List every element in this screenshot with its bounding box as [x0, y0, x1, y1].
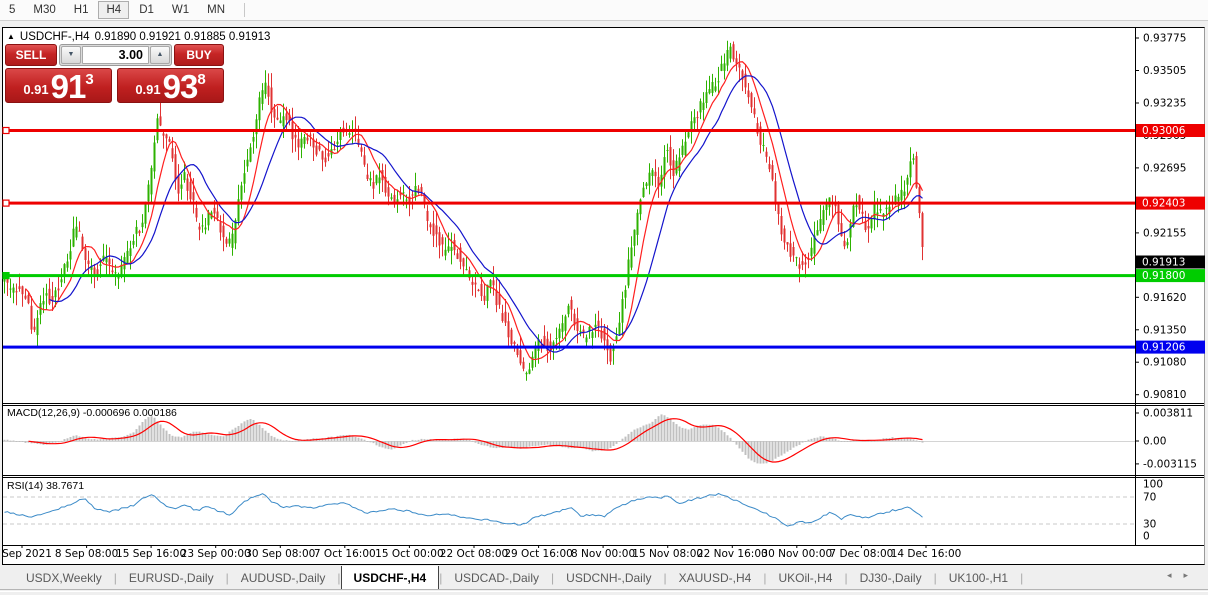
- buy-button[interactable]: BUY: [174, 44, 224, 66]
- timeframe-5[interactable]: 5: [9, 4, 16, 16]
- tab-separator: |: [663, 570, 667, 585]
- macd-name: MACD(12,26,9): [7, 407, 80, 419]
- macd-values: -0.000696 0.000186: [82, 407, 177, 419]
- volume-input[interactable]: [82, 46, 149, 64]
- timeframe-d1[interactable]: D1: [139, 4, 154, 16]
- tab-usdcnh-daily[interactable]: USDCNH-,Daily: [566, 570, 652, 585]
- tab-separator: |: [933, 570, 937, 585]
- sell-price-sup: 3: [85, 71, 94, 88]
- tab-eurusd-daily[interactable]: EURUSD-,Daily: [128, 570, 214, 585]
- tab-separator: |: [113, 570, 117, 585]
- status-strip: [0, 591, 1208, 595]
- tab-separator: |: [439, 570, 443, 585]
- tab-scroll-left-icon[interactable]: ◂: [1166, 570, 1184, 580]
- sell-price-box[interactable]: 0.91 91 3: [5, 68, 112, 103]
- rsi-value: 38.7671: [46, 480, 85, 492]
- tab-separator: |: [225, 570, 229, 585]
- buy-price-prefix: 0.91: [135, 82, 161, 97]
- timeframe-w1[interactable]: W1: [171, 4, 190, 16]
- tab-dj30-daily[interactable]: DJ30-,Daily: [859, 570, 922, 585]
- tab-uk100-h1[interactable]: UK100-,H1: [948, 570, 1009, 585]
- chart-tabs-bar: USDX,Weekly | EURUSD-,Daily | AUDUSD-,Daily |…: [0, 566, 1208, 590]
- rsi-indicator-label: RSI(14) 38.7671: [7, 480, 84, 492]
- tab-ukoil-h4[interactable]: UKOil-,H4: [778, 570, 833, 585]
- buy-price-box[interactable]: 0.91 93 8: [117, 68, 224, 103]
- buy-price-sup: 8: [197, 71, 206, 88]
- sell-button[interactable]: SELL: [5, 44, 57, 66]
- rsi-name: RSI(14): [7, 480, 44, 492]
- tab-usdx-weekly[interactable]: USDX,Weekly: [26, 570, 102, 585]
- toolbar-separator: [244, 3, 246, 17]
- chart-area[interactable]: [2, 27, 1205, 565]
- tab-separator: |: [551, 570, 555, 585]
- macd-indicator-label: MACD(12,26,9) -0.000696 0.000186: [7, 407, 177, 419]
- sell-price-big: 91: [50, 67, 87, 105]
- volume-increase-icon[interactable]: ▲: [150, 46, 170, 64]
- tab-separator: |: [763, 570, 767, 585]
- chart-title: ▲ USDCHF-,H4 0.91890 0.91921 0.91885 0.9…: [7, 31, 270, 43]
- chart-ohlc-values: 0.91890 0.91921 0.91885 0.91913: [94, 31, 271, 43]
- one-click-trade-panel: SELL ▼ ▲ BUY 0.91 91 3 0.91 93 8: [5, 44, 224, 103]
- volume-spinner: ▼ ▲: [59, 44, 172, 66]
- timeframe-toolbar: 5 M30 H1 H4 D1 W1 MN: [0, 0, 1208, 21]
- tab-audusd-daily[interactable]: AUDUSD-,Daily: [240, 570, 326, 585]
- sell-price-prefix: 0.91: [23, 82, 49, 97]
- tab-separator: |: [844, 570, 848, 585]
- timeframe-h1[interactable]: H1: [73, 4, 89, 16]
- collapse-triangle-icon[interactable]: ▲: [7, 31, 15, 41]
- tab-separator: |: [337, 570, 341, 585]
- chart-symbol-label: USDCHF-,H4: [19, 31, 90, 43]
- volume-decrease-icon[interactable]: ▼: [61, 46, 81, 64]
- tab-separator: |: [1020, 570, 1024, 585]
- tab-usdcad-daily[interactable]: USDCAD-,Daily: [454, 570, 540, 585]
- tab-xauusd-h4[interactable]: XAUUSD-,H4: [678, 570, 752, 585]
- tab-usdchf-h4[interactable]: USDCHF-,H4: [340, 566, 440, 589]
- timeframe-h4[interactable]: H4: [98, 1, 130, 19]
- buy-price-big: 93: [162, 67, 199, 105]
- timeframe-m30[interactable]: M30: [33, 4, 56, 16]
- tab-scroll-right-icon[interactable]: ▸: [1183, 570, 1200, 580]
- timeframe-mn[interactable]: MN: [207, 4, 226, 16]
- tab-scroll-arrows: ◂▸: [1167, 570, 1200, 581]
